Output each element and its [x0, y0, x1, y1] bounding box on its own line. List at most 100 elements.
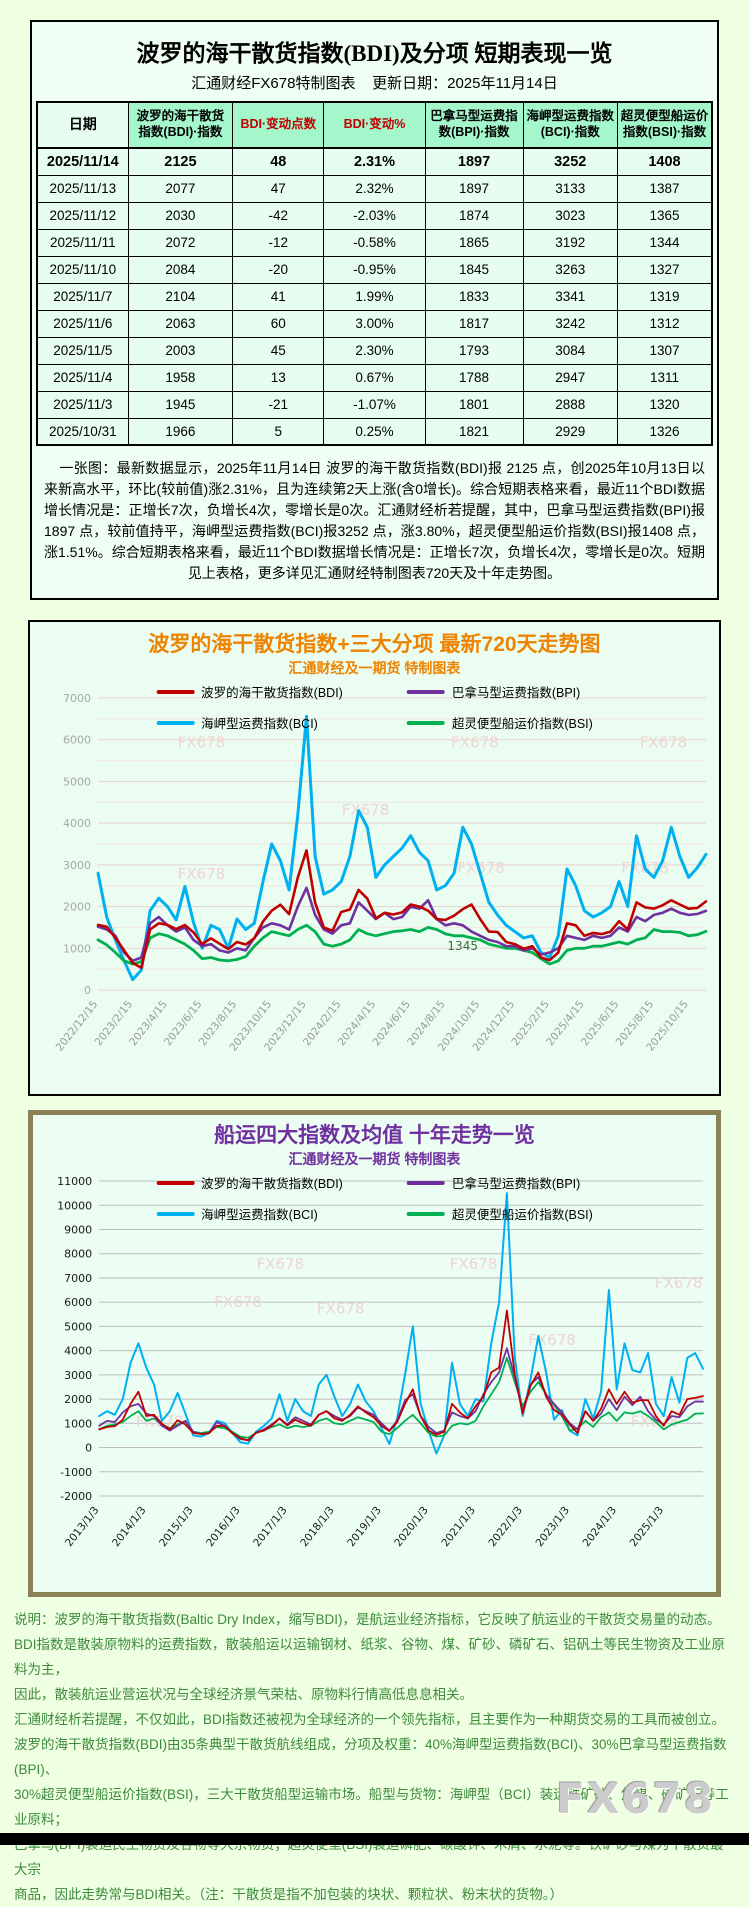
table-cell: 2888 — [522, 390, 618, 419]
table-cell: 2025/11/13 — [36, 174, 129, 203]
table-cell: 2.31% — [323, 147, 426, 176]
table-cell: 1307 — [617, 336, 713, 365]
legend-item: 波罗的海干散货指数(BDI) — [156, 682, 343, 701]
table-cell: 0.25% — [323, 417, 426, 446]
chart-720day-plot-area: 波罗的海干散货指数(BDI) 巴拿马型运费指数(BPI) 海岬型运费指数(BCI) 超… — [34, 678, 715, 1092]
svg-text:3000: 3000 — [63, 859, 91, 872]
chart-720day-title: 波罗的海干散货指数+三大分项 最新720天走势图 — [148, 633, 601, 656]
table-cell: 1833 — [424, 282, 524, 311]
legend-line-swatch — [156, 689, 195, 694]
table-row: 2025/11/4 1958 13 0.67% 1788 2947 1311 — [36, 363, 713, 392]
table-cell: 2947 — [522, 363, 618, 392]
legend-item: 海岬型运费指数(BCI) — [156, 1204, 343, 1223]
legend-item: 超灵便型船运价指数(BSI) — [406, 1204, 593, 1223]
table-cell: 1897 — [424, 174, 524, 203]
table-row: 2025/11/5 2003 45 2.30% 1793 3084 1307 — [36, 336, 713, 365]
table-cell: 1312 — [617, 309, 713, 338]
chart-720day-legend: 波罗的海干散货指数(BDI) 巴拿马型运费指数(BPI) 海岬型运费指数(BCI) 超… — [156, 682, 593, 732]
table-cell: 2.32% — [323, 174, 426, 203]
svg-text:2017/1/3: 2017/1/3 — [251, 1504, 290, 1549]
chart-720day-svg: 0 1000 2000 3000 4000 5000 6000 7000 FX678 FX678 F… — [54, 692, 708, 1054]
explanation-line: 30%超灵便型船运价指数(BSI)，三大干散货船型运输市场。船型与货物：海岬型（… — [14, 1787, 729, 1828]
svg-text:2025/1/3: 2025/1/3 — [628, 1504, 667, 1549]
table-cell: 60 — [232, 309, 325, 338]
table-cell: 2125 — [127, 147, 234, 176]
svg-text:10000: 10000 — [57, 1199, 92, 1212]
explanation-line: 商品，因此走势常与BDI相关。（注：干散货是指不加包装的块状、颗粒状、粉末状的货… — [14, 1887, 564, 1903]
legend-item: 巴拿马型运费指数(BPI) — [406, 1173, 593, 1192]
table-row: 2025/10/31 1966 5 0.25% 1821 2929 1326 — [36, 417, 713, 446]
explanation-text: 说明：波罗的海干散货指数(Baltic Dry Index，缩写BDI)，是航运… — [14, 1607, 735, 1907]
chart-720day-subtitle: 汇通财经及一期货 特制图表 — [288, 660, 461, 676]
legend-item: 海岬型运费指数(BCI) — [156, 713, 343, 732]
table-header-row: 日期 波罗的海干散货指数(BDI)·指数 BDI·变动点数 BDI·变动% 巴拿马型运费… — [36, 101, 713, 149]
table-header-cell: BDI·变动点数 — [232, 101, 325, 149]
table-cell: -0.95% — [323, 255, 426, 284]
svg-text:FX678: FX678 — [257, 1255, 305, 1273]
table-cell: 1817 — [424, 309, 524, 338]
legend-label: 巴拿马型运费指数(BPI) — [451, 686, 581, 700]
table-cell: 3192 — [522, 228, 618, 257]
page-subtitle: 汇通财经FX678特制图表 更新日期：2025年11月14日 — [191, 75, 558, 92]
svg-text:2024/1/3: 2024/1/3 — [581, 1504, 620, 1549]
chart-720day-panel: 波罗的海干散货指数+三大分项 最新720天走势图 汇通财经及一期货 特制图表 波… — [28, 620, 721, 1096]
table-cell: 48 — [232, 147, 325, 176]
svg-text:FX678: FX678 — [342, 801, 390, 819]
svg-text:2021/1/3: 2021/1/3 — [439, 1504, 478, 1549]
bdi-short-term-table: 日期 波罗的海干散货指数(BDI)·指数 BDI·变动点数 BDI·变动% 巴拿马型运费… — [36, 101, 713, 446]
svg-text:FX678: FX678 — [317, 1299, 365, 1317]
table-cell: 1320 — [617, 390, 713, 419]
table-cell: 1408 — [617, 147, 713, 176]
table-cell: 1945 — [127, 390, 234, 419]
table-cell: 2025/11/3 — [36, 390, 129, 419]
table-row: 2025/11/14 2125 48 2.31% 1897 3252 1408 — [36, 147, 713, 176]
svg-text:FX678: FX678 — [214, 1293, 262, 1311]
table-cell: 1793 — [424, 336, 524, 365]
legend-label: 超灵便型船运价指数(BSI) — [451, 717, 593, 731]
table-cell: 2003 — [127, 336, 234, 365]
table-cell: 45 — [232, 336, 325, 365]
legend-line-swatch — [406, 720, 445, 725]
chart-10year-legend: 波罗的海干散货指数(BDI) 巴拿马型运费指数(BPI) 海岬型运费指数(BCI) 超… — [156, 1173, 593, 1223]
legend-label: 波罗的海干散货指数(BDI) — [201, 1177, 343, 1191]
table-cell: 2104 — [127, 282, 234, 311]
table-cell: 2063 — [127, 309, 234, 338]
explanation-line: 因此，散装航运业营运状况与全球经济景气荣枯、原物料行情高低息息相关。 — [14, 1687, 473, 1703]
svg-text:2018/1/3: 2018/1/3 — [298, 1504, 337, 1549]
explanation-line: 说明：波罗的海干散货指数(Baltic Dry Index，缩写BDI)，是航运… — [14, 1612, 721, 1628]
svg-text:5000: 5000 — [63, 775, 91, 788]
svg-text:4000: 4000 — [64, 1345, 92, 1358]
table-cell: 5 — [232, 417, 325, 446]
table-cell: -1.07% — [323, 390, 426, 419]
table-cell: 1326 — [617, 417, 713, 446]
table-cell: 1821 — [424, 417, 524, 446]
legend-label: 海岬型运费指数(BCI) — [201, 1208, 318, 1222]
table-cell: 3023 — [522, 201, 618, 230]
legend-item: 超灵便型船运价指数(BSI) — [406, 713, 593, 732]
table-cell: 2025/11/10 — [36, 255, 129, 284]
table-row: 2025/11/3 1945 -21 -1.07% 1801 2888 1320 — [36, 390, 713, 419]
svg-text:2000: 2000 — [63, 901, 91, 914]
svg-text:2023/1/3: 2023/1/3 — [533, 1504, 572, 1549]
table-cell: -2.03% — [323, 201, 426, 230]
table-row: 2025/11/6 2063 60 3.00% 1817 3242 1312 — [36, 309, 713, 338]
legend-item: 波罗的海干散货指数(BDI) — [156, 1173, 343, 1192]
legend-label: 巴拿马型运费指数(BPI) — [451, 1177, 581, 1191]
explanation-line: BDI指数是散装原物料的运费指数，散装船运以运输钢材、纸浆、谷物、煤、矿砂、磷矿… — [14, 1637, 726, 1678]
table-cell: 3252 — [522, 147, 618, 176]
table-header-cell: 超灵便型船运价指数(BSI)·指数 — [617, 101, 713, 149]
chart-10year-subtitle: 汇通财经及一期货 特制图表 — [288, 1151, 461, 1167]
legend-item: 巴拿马型运费指数(BPI) — [406, 682, 593, 701]
table-header-cell: 巴拿马型运费指数(BPI)·指数 — [424, 101, 524, 149]
table-cell: 2025/11/7 — [36, 282, 129, 311]
legend-line-swatch — [156, 720, 195, 725]
table-cell: 3084 — [522, 336, 618, 365]
svg-text:1000: 1000 — [63, 942, 91, 955]
table-cell: 3.00% — [323, 309, 426, 338]
svg-text:-1000: -1000 — [60, 1466, 92, 1479]
table-row: 2025/11/13 2077 47 2.32% 1897 3133 1387 — [36, 174, 713, 203]
table-cell: 2072 — [127, 228, 234, 257]
table-cell: 2025/11/11 — [36, 228, 129, 257]
svg-text:2014/1/3: 2014/1/3 — [110, 1504, 149, 1549]
legend-label: 波罗的海干散货指数(BDI) — [201, 686, 343, 700]
